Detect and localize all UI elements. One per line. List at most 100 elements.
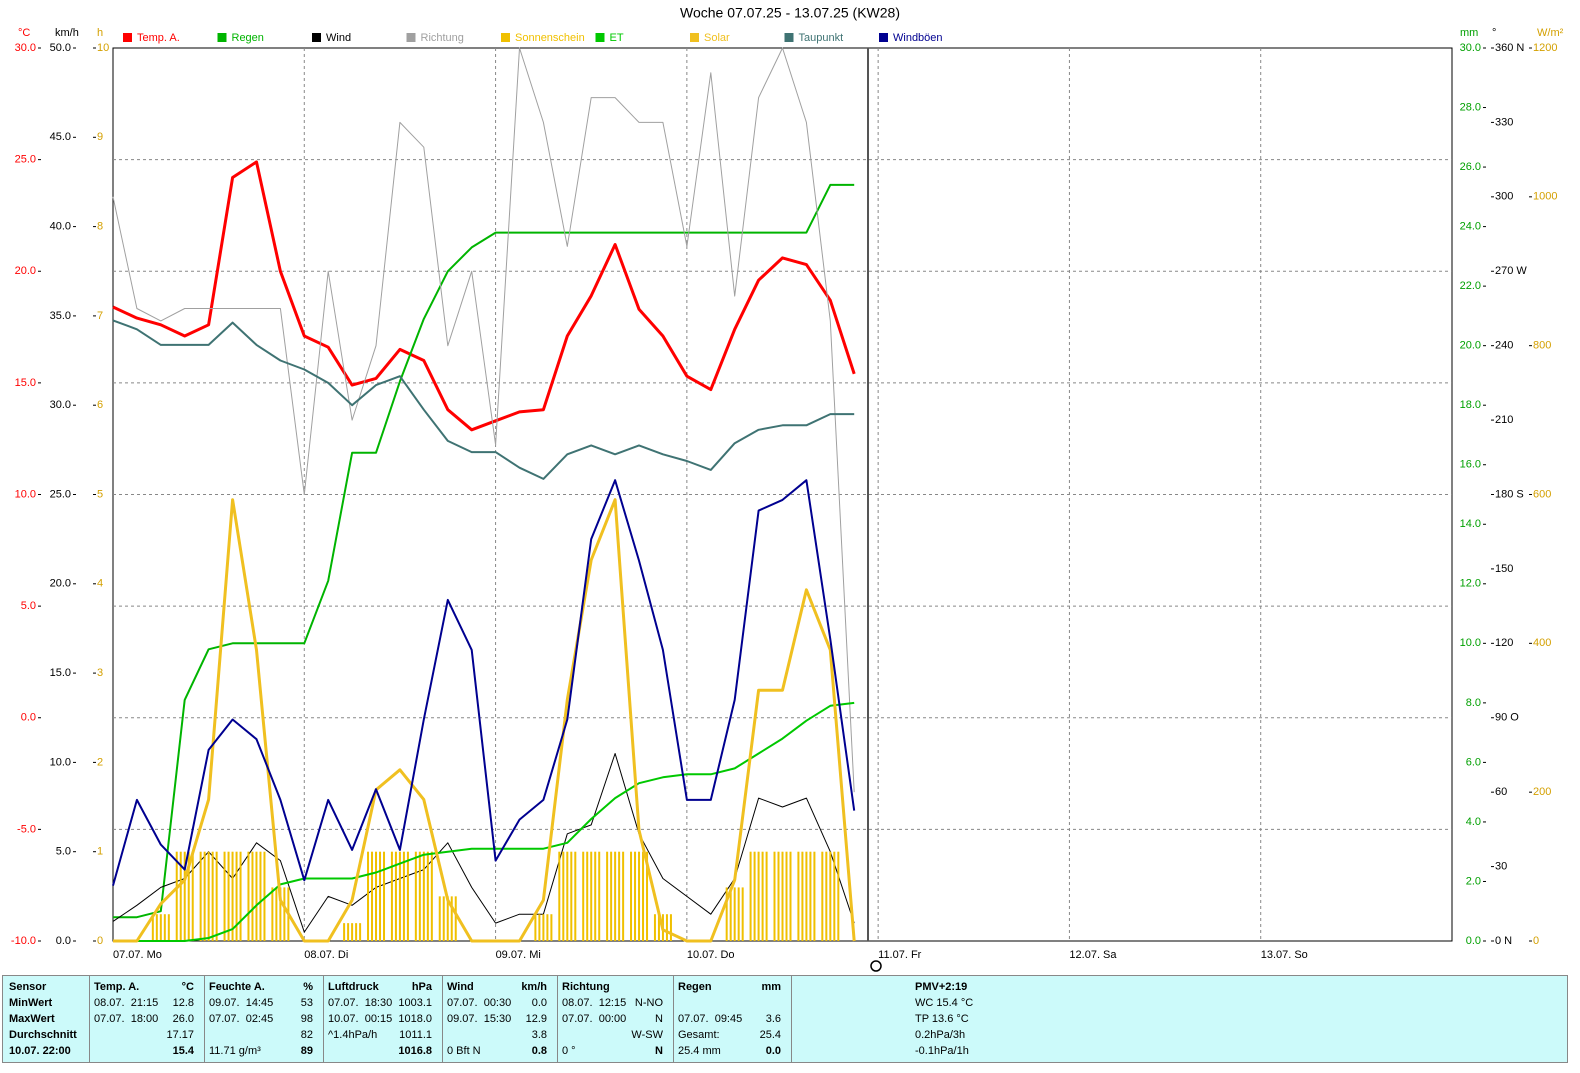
legend-label: Richtung	[421, 32, 464, 44]
y-tick-label: 1	[97, 846, 103, 858]
bar	[777, 851, 780, 941]
y-tick-label: 10.0	[15, 488, 36, 500]
series-line	[113, 701, 855, 942]
cell-value: 17.17	[166, 1029, 194, 1041]
bar	[765, 851, 768, 941]
cell-value: 0.0	[765, 1045, 781, 1057]
column-title: Temp. A.	[94, 981, 140, 993]
bar	[594, 851, 597, 941]
legend-swatch	[312, 33, 321, 42]
bar	[159, 914, 162, 941]
y-tick-label: -10.0	[11, 935, 36, 947]
bar	[215, 851, 218, 941]
bar	[347, 923, 350, 941]
bar	[167, 914, 170, 941]
y-tick-label: 300	[1495, 191, 1513, 203]
bar	[430, 851, 433, 941]
series-line	[113, 498, 856, 943]
bar	[657, 914, 660, 941]
column-unit: km/h	[521, 981, 547, 993]
cell-label: 25.4 mm	[678, 1045, 721, 1057]
cell-label: Gesamt:	[678, 1029, 720, 1041]
bar	[582, 851, 585, 941]
axis-unit: h	[97, 27, 103, 39]
y-tick-label: 5	[97, 488, 103, 500]
column-separator	[442, 976, 443, 1062]
bar	[574, 851, 577, 941]
cell-label: 07.07. 18:00	[94, 1013, 159, 1025]
cell-value: 53	[300, 997, 313, 1009]
row-label: Durchschnitt	[9, 1029, 77, 1041]
row-label: Sensor	[9, 981, 47, 993]
y-tick-label: 1200	[1533, 42, 1557, 54]
y-tick-label: 4.0	[1466, 816, 1481, 828]
y-tick-label: 10.0	[1460, 637, 1481, 649]
bar	[837, 851, 840, 941]
legend-label: ET	[610, 32, 624, 44]
x-tick-label: 09.07. Mi	[496, 949, 541, 961]
bar	[450, 896, 453, 941]
cell-label: 07.07. 00:30	[447, 997, 512, 1009]
series-line	[112, 479, 856, 886]
bar	[247, 851, 250, 941]
chart-title: Woche 07.07.25 - 13.07.25 (KW28)	[680, 5, 900, 21]
column-separator	[557, 976, 558, 1062]
bar	[255, 851, 258, 941]
cell-label: 07.07. 09:45	[678, 1013, 743, 1025]
bar	[606, 851, 609, 941]
bar	[789, 851, 792, 941]
bar	[733, 887, 736, 941]
bar	[550, 914, 553, 941]
bar	[737, 887, 740, 941]
column-unit: °C	[181, 981, 194, 993]
y-tick-label: 7	[97, 310, 103, 322]
bar	[454, 896, 457, 941]
y-tick-label: 30.0	[1460, 42, 1481, 54]
y-tick-label: 0.0	[21, 712, 36, 724]
y-tick-label: 5.0	[56, 846, 71, 858]
y-tick-label: 25.0	[50, 488, 71, 500]
bar	[155, 914, 158, 941]
chart: Woche 07.07.25 - 13.07.25 (KW28) °C -10.0…	[11, 5, 1564, 972]
bar	[367, 851, 370, 941]
cell-label: 07.07. 18:30	[328, 997, 393, 1009]
cell-label: 08.07. 21:15	[94, 997, 159, 1009]
row-label: MaxWert	[9, 1013, 55, 1025]
y-tick-label: 3	[97, 667, 103, 679]
legend-label: Taupunkt	[799, 32, 844, 44]
y-tick-label: 14.0	[1460, 518, 1481, 530]
cell-value: N	[655, 1013, 663, 1025]
column-title: Luftdruck	[328, 981, 379, 993]
y-tick-label: 24.0	[1460, 221, 1481, 233]
y-tick-label: 25.0	[15, 154, 36, 166]
cell-value: 25.4	[759, 1029, 781, 1041]
bar	[785, 851, 788, 941]
y-tick-label: 15.0	[15, 377, 36, 389]
legend-label: Solar	[704, 32, 730, 44]
bar	[279, 887, 282, 941]
cell-value: 1011.1	[399, 1029, 432, 1041]
y-tick-label: 22.0	[1460, 280, 1481, 292]
legend-swatch	[595, 33, 605, 42]
legend-swatch	[123, 33, 132, 42]
bar	[833, 851, 836, 941]
bar	[371, 851, 374, 941]
bar	[426, 851, 429, 941]
bar	[566, 851, 569, 941]
cell-value: 12.8	[172, 997, 194, 1009]
bar	[610, 851, 613, 941]
bar	[630, 851, 633, 941]
y-tick-label: 20.0	[50, 578, 71, 590]
bar	[211, 851, 214, 941]
bar	[239, 851, 242, 941]
legend-swatch	[784, 33, 794, 42]
bar	[741, 887, 744, 941]
y-tick-label: 360 N	[1495, 42, 1524, 54]
cell-label: 0 Bft N	[447, 1045, 481, 1057]
bar	[187, 851, 190, 941]
y-tick-label: 240	[1495, 340, 1513, 352]
bar	[622, 851, 625, 941]
bar	[402, 851, 405, 941]
y-tick-label: 60	[1495, 786, 1507, 798]
bar	[183, 851, 186, 941]
